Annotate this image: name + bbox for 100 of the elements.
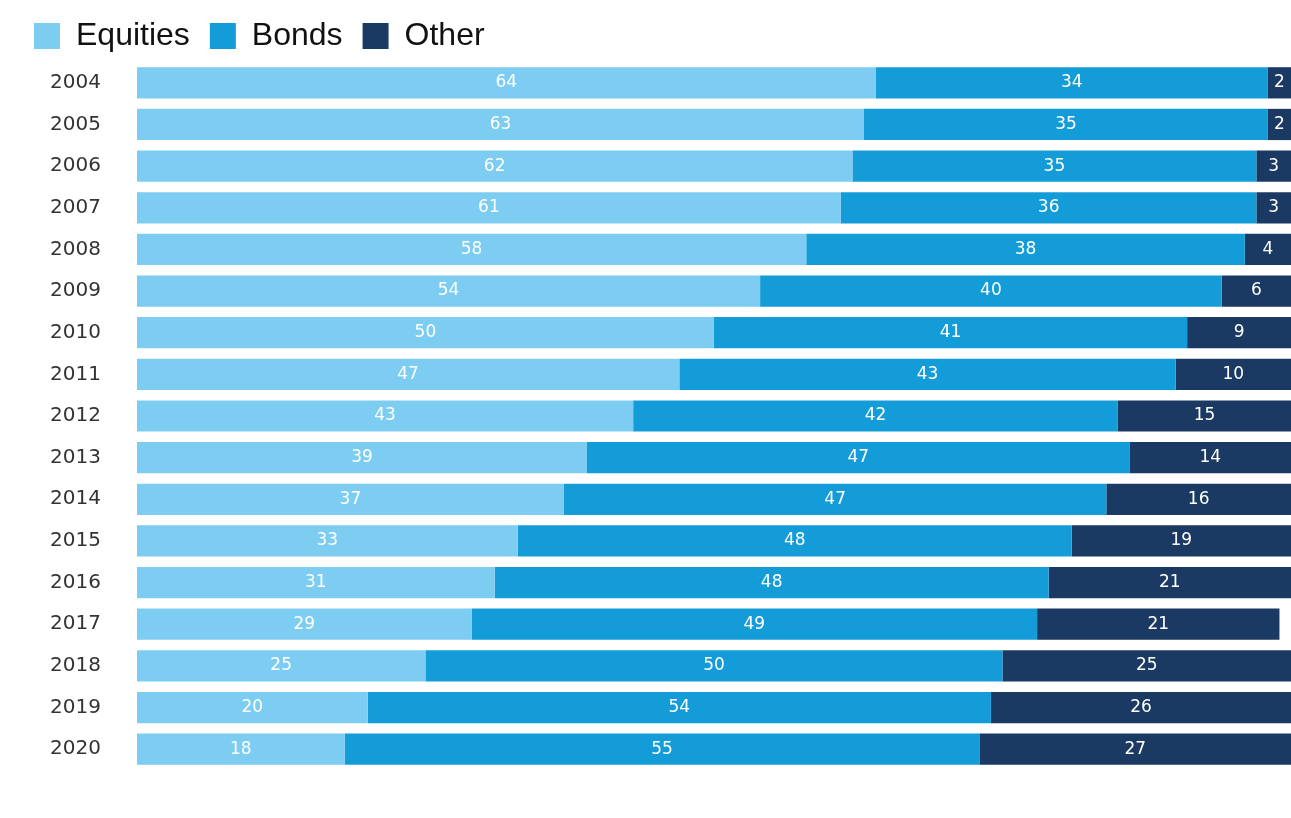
data-label: 14 <box>1199 446 1222 467</box>
bar <box>990 691 1291 724</box>
data-label: 3 <box>1268 196 1280 217</box>
bar <box>425 650 1003 682</box>
bar <box>367 691 991 724</box>
bar <box>1002 650 1291 682</box>
bar <box>852 150 1257 182</box>
bar <box>136 691 368 724</box>
bar <box>863 108 1268 141</box>
y-tick-label: 2011 <box>49 360 101 385</box>
data-label: 21 <box>1159 571 1181 592</box>
bar <box>344 733 980 765</box>
bar <box>1071 525 1291 557</box>
data-label: 48 <box>783 529 806 550</box>
data-label: 38 <box>1014 237 1037 258</box>
data-label: 18 <box>229 737 252 758</box>
data-label: 25 <box>1135 654 1158 675</box>
data-label: 36 <box>1037 196 1060 217</box>
data-label: 15 <box>1193 404 1216 425</box>
data-label: 25 <box>270 654 292 675</box>
bar <box>136 566 495 599</box>
bar <box>136 358 680 390</box>
bar <box>1106 483 1291 515</box>
data-label: 47 <box>824 487 846 508</box>
data-label: 54 <box>437 279 460 300</box>
data-label: 43 <box>374 404 396 425</box>
y-tick-label: 2019 <box>49 693 101 718</box>
y-tick-label: 2020 <box>49 735 101 760</box>
data-label: 35 <box>1043 154 1066 175</box>
data-label: 50 <box>703 654 725 675</box>
bar <box>1048 566 1291 599</box>
data-label: 62 <box>483 154 506 175</box>
y-tick-label: 2004 <box>49 69 101 94</box>
data-label: 2 <box>1274 112 1285 133</box>
bar <box>1175 358 1291 390</box>
bar <box>633 400 1118 432</box>
data-label: 20 <box>241 695 264 716</box>
data-label: 54 <box>668 695 691 716</box>
bar <box>136 608 472 640</box>
y-tick-label: 2010 <box>49 318 101 343</box>
data-label: 19 <box>1170 529 1193 550</box>
data-label: 35 <box>1055 112 1077 133</box>
data-label: 43 <box>916 362 939 383</box>
data-label: 61 <box>478 196 500 217</box>
data-label: 48 <box>760 571 783 592</box>
y-tick-label: 2013 <box>49 443 101 468</box>
bar <box>136 733 345 765</box>
bar <box>875 67 1268 99</box>
bar <box>136 483 564 515</box>
bar <box>517 525 1072 557</box>
bar <box>136 317 714 349</box>
bar <box>471 608 1038 640</box>
data-label: 26 <box>1130 695 1152 716</box>
bar <box>587 442 1130 474</box>
data-label: 29 <box>293 612 316 633</box>
bar <box>136 525 518 557</box>
legend-label: Equities <box>76 15 190 52</box>
data-label: 37 <box>339 487 362 508</box>
data-label: 27 <box>1124 737 1147 758</box>
legend-label: Bonds <box>251 15 343 52</box>
data-label: 34 <box>1060 71 1083 92</box>
data-label: 39 <box>351 446 373 467</box>
data-label: 50 <box>414 321 437 342</box>
bar <box>713 317 1188 349</box>
data-label: 16 <box>1187 487 1210 508</box>
bar <box>136 275 761 307</box>
bar <box>136 442 587 474</box>
data-label: 49 <box>743 612 766 633</box>
data-label: 42 <box>864 404 887 425</box>
bar <box>760 275 1222 307</box>
bar <box>1267 108 1291 141</box>
bar <box>494 566 1049 599</box>
bar <box>136 400 634 432</box>
y-tick-label: 2005 <box>49 110 101 135</box>
data-label: 10 <box>1222 362 1245 383</box>
y-tick-label: 2007 <box>49 193 101 218</box>
data-label: 58 <box>460 237 483 258</box>
bar <box>136 192 841 224</box>
data-label: 9 <box>1233 321 1245 342</box>
bar <box>840 192 1257 224</box>
data-label: 55 <box>651 737 673 758</box>
y-tick-label: 2009 <box>49 277 101 302</box>
data-label: 21 <box>1147 612 1170 633</box>
data-label: 47 <box>397 362 419 383</box>
bar <box>979 733 1291 765</box>
y-tick-label: 2017 <box>49 610 101 635</box>
bar <box>1129 442 1291 474</box>
bar <box>563 483 1107 515</box>
bar <box>1037 608 1280 640</box>
data-label: 3 <box>1268 154 1280 175</box>
bar <box>1221 275 1291 307</box>
bar <box>806 233 1245 266</box>
data-label: 47 <box>847 446 870 467</box>
data-label: 33 <box>316 529 339 550</box>
bar <box>1117 400 1291 432</box>
bar <box>1244 233 1291 266</box>
y-tick-label: 2012 <box>49 402 101 427</box>
y-tick-label: 2008 <box>49 235 101 260</box>
bar <box>136 108 864 141</box>
data-label: 41 <box>939 321 962 342</box>
